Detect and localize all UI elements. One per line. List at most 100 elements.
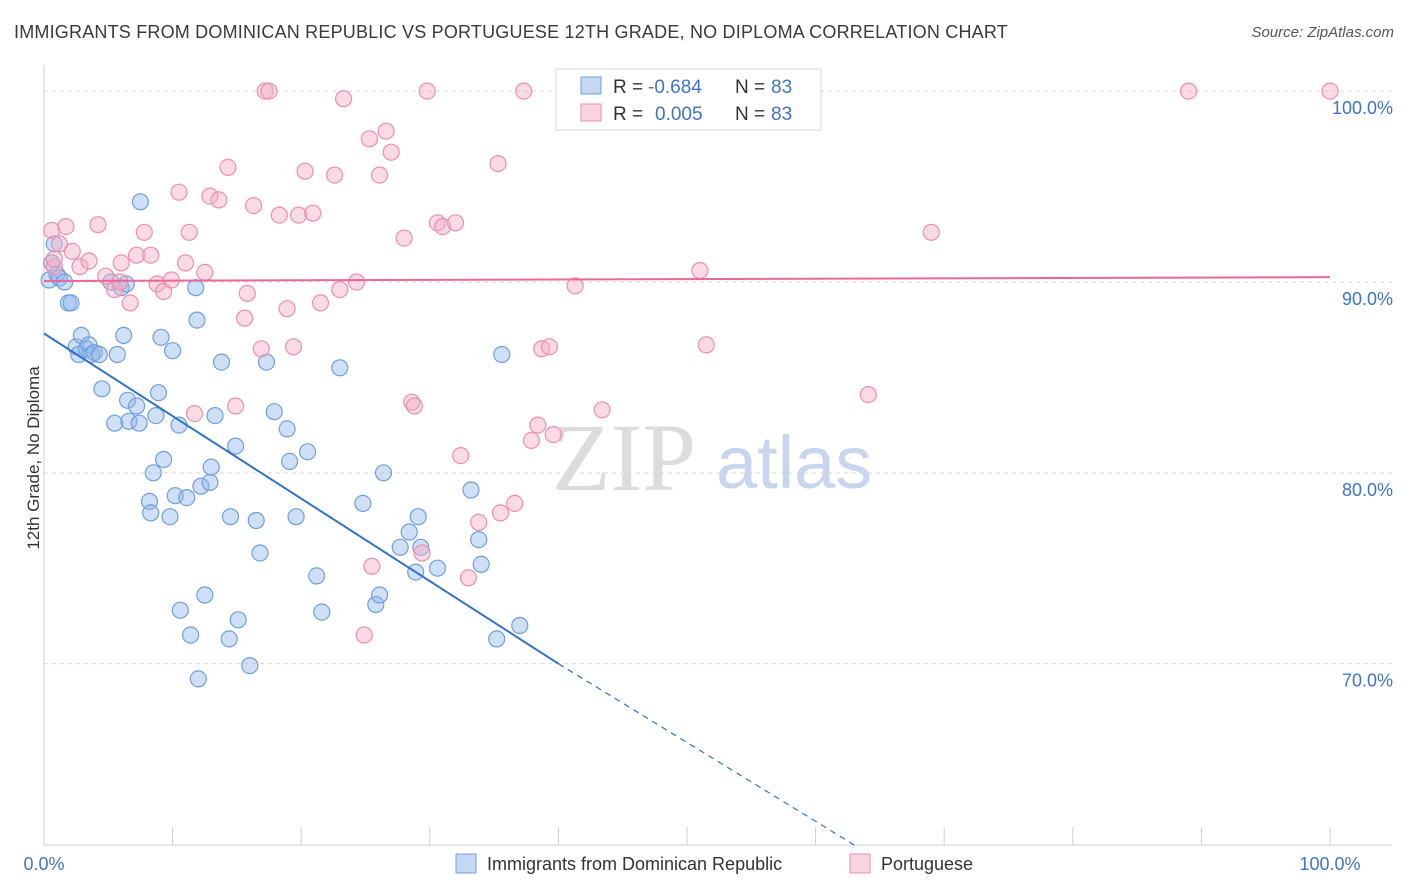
legend-n-label-1: N = bbox=[735, 77, 765, 98]
legend-r-label-2: R = bbox=[613, 104, 643, 125]
data-point-portuguese bbox=[270, 206, 288, 224]
data-point-portuguese bbox=[219, 158, 237, 176]
data-point-portuguese bbox=[593, 401, 611, 419]
data-point-portuguese bbox=[50, 235, 69, 253]
source-credit: Source: ZipAtlas.com bbox=[1251, 24, 1394, 41]
data-point-portuguese bbox=[201, 187, 219, 205]
data-point-dominican-republic bbox=[130, 414, 148, 432]
data-point-dominican-republic bbox=[144, 464, 162, 482]
data-point-portuguese bbox=[128, 246, 146, 264]
data-point-portuguese bbox=[347, 273, 366, 291]
data-point-portuguese bbox=[43, 221, 61, 239]
data-point-dominican-republic bbox=[287, 508, 305, 526]
data-point-dominican-republic bbox=[462, 481, 480, 499]
gridlines bbox=[44, 90, 1392, 665]
data-point-dominican-republic bbox=[142, 504, 160, 522]
data-point-dominican-republic bbox=[412, 538, 430, 556]
legend-n-value-1: 83 bbox=[771, 77, 792, 98]
data-point-dominican-republic bbox=[189, 670, 207, 688]
data-point-dominican-republic bbox=[308, 567, 326, 585]
data-point-dominican-republic bbox=[128, 397, 146, 415]
data-point-portuguese bbox=[180, 223, 198, 241]
legend-swatch-blue bbox=[580, 76, 602, 95]
y-axis-label: 12th Grade, No Diploma bbox=[24, 366, 43, 550]
data-point-portuguese bbox=[63, 242, 81, 260]
series-portuguese bbox=[43, 82, 1339, 644]
data-point-portuguese bbox=[922, 223, 940, 241]
data-point-portuguese bbox=[245, 197, 263, 215]
data-point-dominican-republic bbox=[149, 384, 168, 402]
data-point-portuguese bbox=[296, 162, 314, 180]
data-point-dominican-republic bbox=[62, 294, 80, 312]
series-legend-label-pink: Portuguese bbox=[881, 854, 973, 874]
data-point-dominican-republic bbox=[182, 626, 200, 644]
data-point-dominican-republic bbox=[45, 235, 63, 253]
data-point-portuguese bbox=[256, 82, 274, 100]
data-point-dominican-republic bbox=[155, 450, 173, 469]
data-point-portuguese bbox=[185, 405, 204, 423]
data-point-dominican-republic bbox=[221, 508, 240, 526]
data-point-portuguese bbox=[489, 155, 507, 173]
y-tick-label: 80.0% bbox=[1342, 480, 1393, 500]
data-point-dominican-republic bbox=[227, 437, 245, 455]
data-point-dominican-republic bbox=[161, 508, 179, 526]
series-legend-swatch-blue bbox=[455, 853, 477, 874]
data-point-portuguese bbox=[395, 229, 413, 247]
data-point-portuguese bbox=[238, 284, 256, 302]
data-point-dominican-republic bbox=[374, 464, 393, 482]
y-tick-label: 100.0% bbox=[1332, 98, 1393, 118]
x-tick-label-max: 100.0% bbox=[1299, 854, 1360, 874]
data-point-dominican-republic bbox=[212, 353, 231, 371]
data-point-dominican-republic bbox=[428, 559, 447, 577]
data-point-portuguese bbox=[142, 246, 160, 264]
correlation-legend: R = -0.684 N = 83 R = 0.005 N = 83 bbox=[555, 68, 822, 131]
data-point-portuguese bbox=[515, 82, 533, 100]
data-point-dominican-republic bbox=[354, 494, 372, 512]
data-point-portuguese bbox=[121, 294, 139, 312]
data-point-dominican-republic bbox=[115, 326, 133, 344]
data-point-dominican-republic bbox=[220, 630, 238, 648]
series-dominican-republic bbox=[40, 193, 529, 688]
data-point-portuguese bbox=[382, 143, 400, 161]
data-point-portuguese bbox=[170, 183, 188, 201]
data-point-dominican-republic bbox=[206, 407, 224, 425]
data-point-portuguese bbox=[446, 214, 465, 232]
data-point-portuguese bbox=[540, 338, 559, 356]
watermark-zip: ZIP bbox=[552, 404, 696, 511]
data-point-dominican-republic bbox=[192, 477, 210, 495]
data-point-portuguese bbox=[377, 122, 395, 140]
series-legend-label-blue: Immigrants from Dominican Republic bbox=[487, 854, 782, 874]
trend-line-dominican-republic bbox=[43, 332, 559, 665]
data-point-dominican-republic bbox=[313, 603, 331, 621]
data-point-portuguese bbox=[252, 340, 270, 358]
watermark-atlas: atlas bbox=[716, 421, 872, 504]
data-point-portuguese bbox=[413, 544, 431, 562]
data-point-portuguese bbox=[260, 82, 278, 100]
data-point-dominican-republic bbox=[187, 279, 205, 297]
data-point-dominican-republic bbox=[281, 452, 299, 470]
y-tick-label: 70.0% bbox=[1342, 671, 1393, 691]
trend-line-dominican-republic-extension bbox=[558, 663, 855, 846]
trend-lines bbox=[43, 276, 1331, 846]
series-legend-swatch-pink bbox=[849, 853, 871, 874]
data-point-portuguese bbox=[135, 223, 153, 241]
data-point-portuguese bbox=[360, 130, 378, 148]
data-point-dominican-republic bbox=[131, 193, 149, 211]
data-point-portuguese bbox=[859, 386, 877, 404]
data-point-portuguese bbox=[290, 206, 308, 224]
data-point-portuguese bbox=[196, 263, 214, 281]
data-point-portuguese bbox=[434, 218, 452, 236]
data-point-portuguese bbox=[236, 309, 254, 327]
data-point-portuguese bbox=[335, 90, 353, 108]
data-point-portuguese bbox=[459, 569, 477, 587]
data-point-dominican-republic bbox=[331, 359, 349, 377]
legend-r-value-2: 0.005 bbox=[655, 104, 703, 125]
data-point-portuguese bbox=[111, 273, 129, 291]
data-point-portuguese bbox=[697, 336, 715, 354]
data-point-dominican-republic bbox=[171, 601, 189, 619]
data-point-dominican-republic bbox=[299, 443, 317, 461]
y-tick-label: 90.0% bbox=[1342, 289, 1393, 309]
data-point-dominican-republic bbox=[400, 523, 418, 541]
data-point-dominican-republic bbox=[147, 407, 165, 425]
